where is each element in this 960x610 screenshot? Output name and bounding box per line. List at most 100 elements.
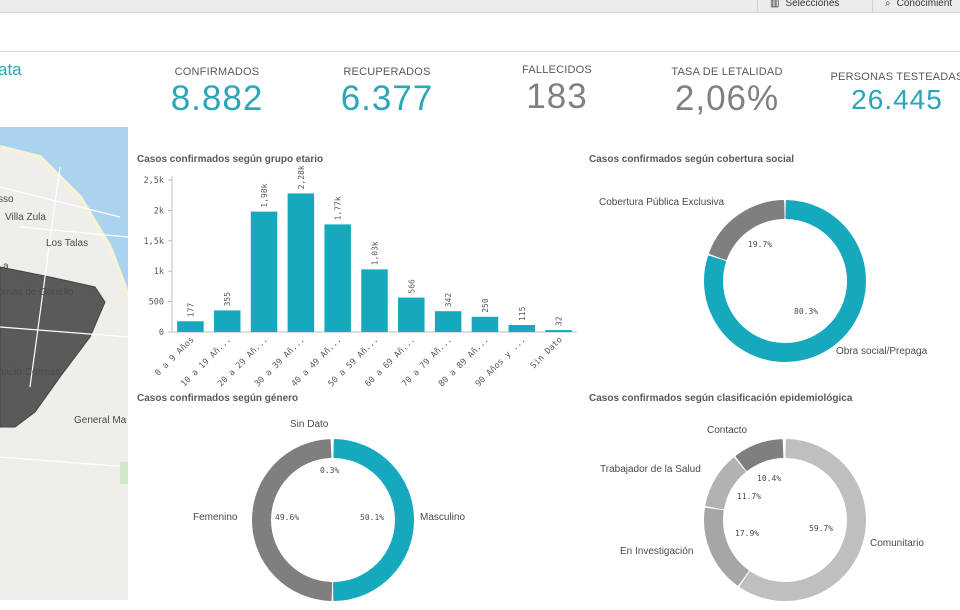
donut-slice	[704, 200, 866, 362]
slice-label: Comunitario	[870, 538, 924, 549]
slice-label: Masculino	[420, 512, 466, 523]
slice-label: Cobertura Pública Exclusiva	[599, 197, 725, 208]
x-tick-label: Sin Dato	[529, 335, 565, 371]
slice-pct: 11.7%	[737, 492, 762, 501]
y-tick-label: 1k	[154, 267, 164, 277]
bar-value-label: 1,98k	[260, 183, 269, 207]
slice-label: En Investigación	[620, 546, 694, 557]
kpi-label: CONFIRMADOS	[174, 66, 260, 78]
bar-value-label: 32	[555, 316, 564, 326]
sheet-header	[0, 13, 960, 52]
bar-value-label: 1,77k	[334, 196, 343, 220]
slice-pct: 50.1%	[360, 513, 385, 522]
donut-slice	[704, 507, 749, 586]
bar-value-label: 1,03k	[371, 241, 380, 265]
map-label: Villa Zula	[5, 212, 46, 223]
slice-pct: 17.9%	[735, 529, 760, 538]
bar	[324, 224, 351, 332]
bar-value-label: 115	[518, 306, 527, 321]
y-tick-label: 500	[149, 298, 164, 308]
map-label: omas de Gonello	[0, 287, 74, 298]
donut-slice	[735, 439, 784, 471]
bar	[545, 330, 572, 332]
gender-chart-title: Casos confirmados según género	[137, 393, 299, 404]
bar	[398, 297, 425, 332]
bar	[471, 316, 499, 332]
park-area	[120, 462, 128, 484]
bar	[177, 321, 204, 332]
bar	[361, 269, 388, 332]
donut-slice	[252, 439, 333, 601]
selected-region	[0, 266, 106, 428]
bar	[213, 310, 241, 332]
kpi-personas-testeadas[interactable]: PERSONAS TESTEADAS 26.445	[822, 71, 960, 116]
slice-pct: 0.3%	[320, 466, 340, 475]
epi-donut-chart[interactable]	[695, 430, 875, 610]
slice-pct: 10.4%	[757, 474, 782, 483]
y-tick-label: 1,5k	[144, 237, 164, 247]
donut-slice	[705, 457, 746, 510]
sheet-title: ata	[0, 60, 22, 79]
map-label: sso	[0, 194, 14, 205]
kpi-confirmados[interactable]: CONFIRMADOS 8.882	[142, 66, 292, 119]
kpi-value: 183	[526, 77, 588, 116]
map-label: Los Talas	[46, 238, 89, 249]
bar	[508, 325, 536, 332]
donut-slice	[739, 439, 866, 601]
kpi-value: 6.377	[340, 79, 434, 118]
top-toolbar: ▥ Selecciones ⌕ Conocimient	[0, 0, 960, 13]
gender-donut-chart[interactable]	[243, 430, 423, 610]
y-tick-label: 2,5k	[144, 176, 164, 186]
kpi-label: PERSONAS TESTEADAS	[830, 71, 960, 83]
bar	[434, 311, 462, 332]
slice-pct: 80.3%	[794, 307, 819, 316]
selections-label: Selecciones	[785, 0, 840, 9]
insights-label: Conocimient	[896, 0, 953, 9]
insights-button[interactable]: ⌕ Conocimient	[872, 0, 952, 12]
kpi-value: 2,06%	[674, 79, 780, 118]
bar	[287, 193, 315, 332]
insights-icon: ⌕	[885, 0, 891, 9]
kpi-label: TASA DE LETALIDAD	[671, 66, 783, 78]
bar-value-label: 250	[481, 298, 490, 313]
kpi-value: 8.882	[170, 79, 264, 118]
map-label: General Ma	[74, 415, 127, 426]
map-panel[interactable]: sso Villa Zula Los Talas a omas de Gonel…	[0, 127, 128, 600]
age-chart-title: Casos confirmados según grupo etario	[137, 154, 324, 165]
kpi-label: RECUPERADOS	[343, 66, 431, 78]
donut-slice	[709, 200, 785, 261]
sea-area	[0, 127, 128, 297]
kpi-value: 26.445	[851, 84, 943, 115]
slice-label: Femenino	[193, 512, 238, 523]
slice-label: Trabajador de la Salud	[600, 464, 701, 475]
coverage-chart-title: Casos confirmados según cobertura social	[589, 154, 795, 165]
slice-pct: 49.6%	[275, 513, 300, 522]
selections-icon: ▥	[770, 0, 780, 9]
y-tick-label: 0	[159, 328, 164, 338]
slice-label: Contacto	[707, 425, 748, 436]
slice-pct: 19.7%	[748, 240, 773, 249]
coast-line	[0, 145, 128, 298]
y-tick-label: 2k	[154, 206, 164, 216]
map-label: nacio Correas	[0, 367, 61, 378]
road-lines	[0, 166, 128, 468]
selections-button[interactable]: ▥ Selecciones	[757, 0, 839, 12]
map-label: a	[3, 261, 9, 272]
slice-label: Obra social/Prepaga	[836, 346, 928, 357]
slice-label: Sin Dato	[290, 419, 329, 430]
kpi-tasa-letalidad[interactable]: TASA DE LETALIDAD 2,06%	[652, 66, 802, 119]
kpi-fallecidos[interactable]: FALLECIDOS 183	[482, 64, 632, 117]
bar-value-label: 2,28k	[297, 166, 306, 189]
coverage-donut-chart[interactable]	[695, 191, 875, 371]
map-canvas	[0, 127, 128, 484]
slice-pct: 59.7%	[809, 524, 834, 533]
bar-value-label: 355	[223, 292, 232, 307]
kpi-recuperados[interactable]: RECUPERADOS 6.377	[312, 66, 462, 119]
bar-value-label: 342	[444, 293, 453, 308]
bar-value-label: 566	[407, 279, 416, 294]
kpi-label: FALLECIDOS	[522, 64, 592, 76]
bar-value-label: 177	[186, 303, 195, 318]
bar	[250, 211, 278, 332]
epi-chart-title: Casos confirmados según clasificación ep…	[589, 393, 853, 404]
